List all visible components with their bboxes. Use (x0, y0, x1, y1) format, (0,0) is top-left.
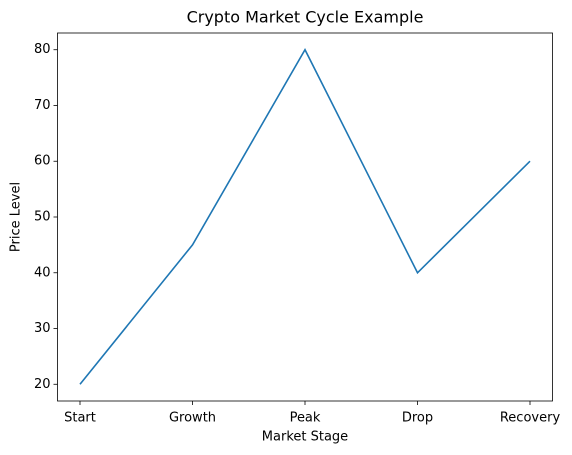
x-tick-label: Start (64, 411, 96, 426)
y-tick-label: 70 (34, 98, 51, 113)
x-tick-label: Drop (402, 411, 433, 426)
x-axis-label: Market Stage (262, 430, 348, 445)
line (79, 48, 531, 385)
x-tick-label: Growth (169, 411, 216, 426)
x-tick-label: Peak (290, 411, 321, 426)
chart-title: Crypto Market Cycle Example (187, 8, 424, 27)
y-tick-label: 30 (34, 321, 51, 336)
plot-frame (57, 32, 553, 402)
y-tick-label: 20 (34, 377, 51, 392)
y-tick-label: 40 (34, 265, 51, 280)
y-tick-label: 60 (34, 154, 51, 169)
y-tick-label: 80 (34, 42, 51, 57)
y-tick-label: 50 (34, 210, 51, 225)
x-tick-label: Recovery (500, 411, 561, 426)
y-axis-label: Price Level (9, 182, 24, 252)
